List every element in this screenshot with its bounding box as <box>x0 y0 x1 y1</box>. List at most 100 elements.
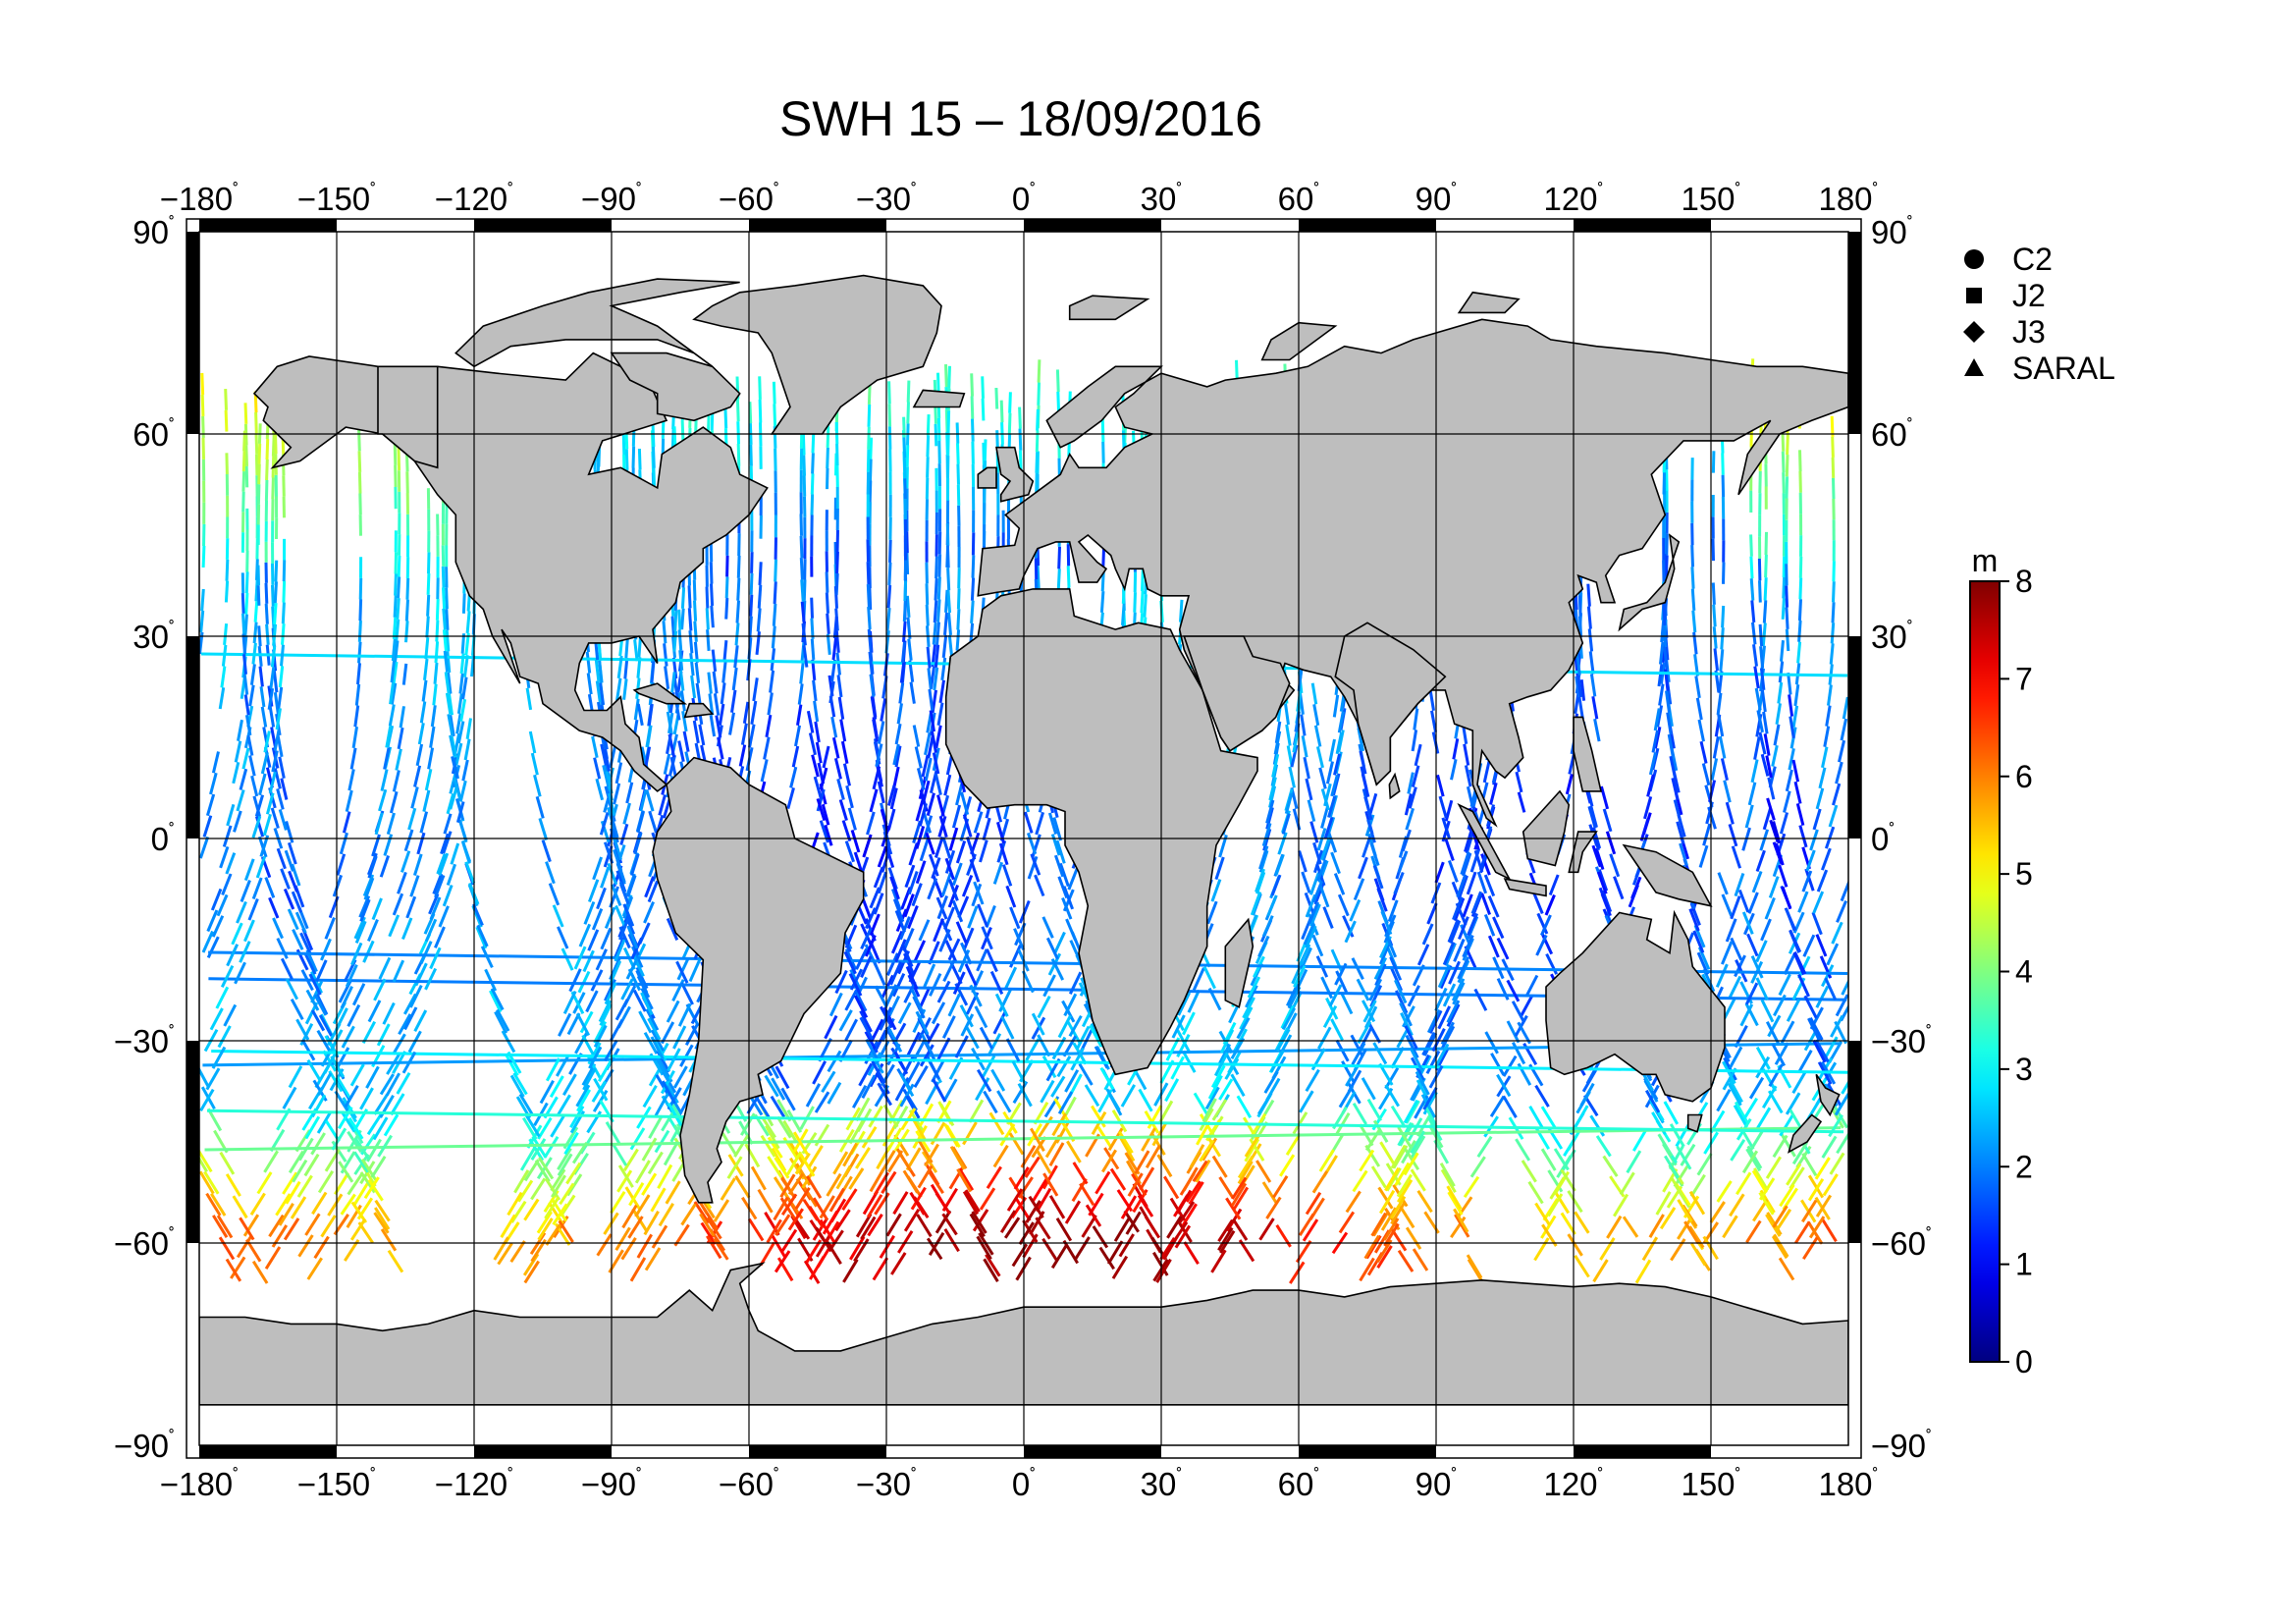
track-segment <box>357 451 362 472</box>
track-segment <box>1473 988 1488 1011</box>
track-segment <box>447 672 453 694</box>
track-segment <box>592 856 604 881</box>
track-segment <box>971 1047 987 1071</box>
track-segment <box>843 950 857 975</box>
track-segment <box>899 662 906 683</box>
track-segment <box>1759 668 1766 690</box>
track-segment <box>827 1081 842 1105</box>
track-segment <box>1470 891 1482 914</box>
track-segment <box>1760 918 1772 942</box>
frame-bar-left <box>187 232 199 434</box>
track-segment <box>614 939 626 962</box>
track-segment <box>1036 1150 1052 1174</box>
track-segment <box>1511 1001 1526 1024</box>
lon-labels-top: −180˚ −150˚ −120˚ −90˚ −60˚ −30˚ 0˚ 30˚ 60˚ 90˚ 12… <box>160 181 1879 217</box>
track-segment <box>1028 1195 1044 1219</box>
track-segment <box>806 710 815 733</box>
track-segment <box>976 948 988 972</box>
track-segment <box>276 847 287 870</box>
track-segment <box>944 857 955 881</box>
track-segment <box>1000 422 1004 445</box>
land-new-zealand-n <box>1815 1073 1841 1117</box>
track-segment <box>907 871 919 895</box>
track-segment <box>1199 1139 1215 1163</box>
track-segment <box>1244 1134 1260 1158</box>
track-segment <box>1721 474 1726 498</box>
track-segment <box>451 756 459 779</box>
track-segment <box>1755 849 1766 872</box>
track-segment <box>633 639 639 662</box>
track-segment <box>1815 1194 1833 1217</box>
track-segment <box>344 1085 359 1109</box>
track-segment <box>1095 1170 1111 1195</box>
track-segment <box>234 961 246 985</box>
track-segment <box>1320 787 1330 811</box>
track-segment <box>374 1199 391 1222</box>
track-segment <box>543 1136 560 1159</box>
diamond-marker-icon <box>1963 321 1985 343</box>
track-segment <box>494 1010 507 1034</box>
track-segment <box>264 877 276 898</box>
track-segment <box>1404 793 1413 816</box>
track-segment <box>1279 1154 1296 1177</box>
track-segment <box>201 930 214 953</box>
track-segment <box>1385 1167 1402 1192</box>
track-segment <box>1719 649 1725 672</box>
track-segment <box>974 1005 988 1029</box>
track-segment <box>1363 1234 1380 1260</box>
track-segment <box>1363 796 1373 821</box>
track-segment <box>1076 1025 1091 1050</box>
land-sumatra <box>1457 802 1512 882</box>
track-segment <box>911 883 923 907</box>
track-segment <box>316 1110 333 1134</box>
track-segment <box>416 832 426 855</box>
track-segment <box>972 1209 989 1232</box>
track-segment <box>1768 876 1780 898</box>
track-segment <box>1362 1000 1377 1023</box>
track-segment <box>561 947 574 971</box>
track-segment <box>1041 1164 1058 1190</box>
colorbar-tick-label: 7 <box>2015 661 2033 696</box>
track-segment <box>1480 893 1492 916</box>
track-segment <box>438 852 450 877</box>
track-segment <box>1454 1214 1470 1238</box>
track-segment <box>656 1057 670 1082</box>
track-segment <box>1335 731 1344 755</box>
track-segment <box>1237 1161 1254 1185</box>
track-segment <box>443 813 453 835</box>
track-segment <box>1801 870 1813 893</box>
lat-label: −90˚ <box>114 1428 175 1464</box>
track-segment <box>614 999 629 1021</box>
track-segment <box>1290 744 1299 768</box>
track-segment <box>1765 1021 1781 1045</box>
track-segment <box>946 568 951 591</box>
track-segment <box>271 750 279 773</box>
lon-label: −120˚ <box>435 181 513 217</box>
track-segment <box>349 1217 367 1241</box>
track-segment <box>1728 1046 1743 1069</box>
track-segment <box>1056 1055 1072 1078</box>
track-segment <box>916 768 926 790</box>
track-segment <box>241 633 246 655</box>
lon-label: −60˚ <box>719 181 779 217</box>
track-segment <box>248 684 255 707</box>
track-segment <box>1798 450 1802 472</box>
track-segment <box>725 555 729 577</box>
track-segment <box>1436 774 1445 797</box>
track-segment <box>1338 1085 1355 1109</box>
track-segment <box>926 435 931 458</box>
track-segment <box>941 634 948 659</box>
track-segment <box>833 757 842 780</box>
track-segment <box>684 1022 700 1046</box>
track-segment <box>303 1153 320 1177</box>
track-segment <box>249 664 256 685</box>
track-segment <box>392 770 400 792</box>
track-segment <box>1057 876 1069 899</box>
track-segment <box>424 637 430 660</box>
track-segment <box>1830 415 1835 437</box>
track-segment <box>1830 1014 1844 1038</box>
track-segment <box>892 1191 909 1216</box>
track-segment <box>1426 1008 1441 1034</box>
track-segment <box>1483 913 1496 937</box>
